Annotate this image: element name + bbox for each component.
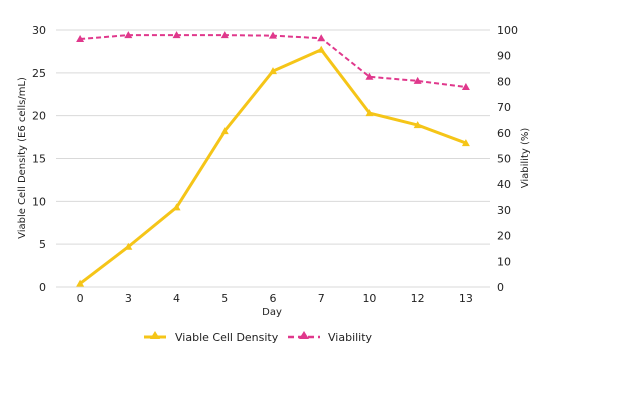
data-point <box>365 72 374 80</box>
data-point <box>220 31 229 39</box>
legend-label-vcd: Viable Cell Density <box>175 331 279 344</box>
series-layer <box>76 31 470 287</box>
x-tick-label: 3 <box>125 292 132 305</box>
x-axis-label: Day <box>262 307 282 318</box>
x-tick-label: 5 <box>221 292 228 305</box>
y-axis-label: Viable Cell Density (E6 cells/mL) <box>17 77 28 239</box>
data-point <box>317 45 326 53</box>
data-point <box>269 31 277 39</box>
data-point <box>172 31 181 39</box>
y2-tick-label: 30 <box>497 204 511 217</box>
x-tick-label: 7 <box>318 292 325 305</box>
y2-tick-label: 10 <box>497 255 511 268</box>
series-line-0 <box>79 48 467 285</box>
y-tick-label: 30 <box>32 24 46 37</box>
data-point <box>124 31 133 39</box>
data-point <box>461 139 470 147</box>
y2-tick-label: 20 <box>497 230 511 243</box>
y2-tick-label: 60 <box>497 127 511 140</box>
data-point <box>413 121 422 129</box>
left-axis-ticks: 0 5 10 15 20 25 30 <box>32 24 46 294</box>
data-point <box>269 67 277 75</box>
y2-tick-label: 90 <box>497 50 511 63</box>
data-point <box>220 127 229 135</box>
x-axis-ticks: 0 3 4 5 6 7 10 12 13 <box>77 292 473 305</box>
y-tick-label: 5 <box>39 238 46 251</box>
data-point <box>413 76 422 84</box>
y-tick-label: 0 <box>39 281 46 294</box>
y2-tick-label: 0 <box>497 281 504 294</box>
x-tick-label: 0 <box>77 292 84 305</box>
data-point <box>172 203 181 211</box>
data-point <box>124 242 133 250</box>
y2-tick-label: 100 <box>497 24 518 37</box>
y2-tick-label: 80 <box>497 75 511 88</box>
data-point <box>76 34 85 42</box>
x-tick-label: 13 <box>459 292 473 305</box>
series-line-1 <box>80 34 467 89</box>
y-tick-label: 25 <box>32 67 46 80</box>
data-point <box>365 109 374 117</box>
legend-label-viability: Viability <box>328 331 373 344</box>
y2-axis-label: Viability (%) <box>520 128 531 189</box>
y-tick-label: 15 <box>32 153 46 166</box>
x-tick-label: 12 <box>411 292 425 305</box>
x-tick-label: 10 <box>362 292 376 305</box>
data-point <box>76 279 85 287</box>
legend-marker-vcd <box>150 331 160 339</box>
y2-tick-label: 40 <box>497 178 511 191</box>
x-tick-label: 6 <box>270 292 277 305</box>
legend-marker-viability <box>299 331 309 339</box>
right-axis-ticks: 0 10 20 30 40 50 60 70 80 90 100 <box>497 24 518 294</box>
y-tick-label: 20 <box>32 110 46 123</box>
y2-tick-label: 70 <box>497 101 511 114</box>
y2-tick-label: 50 <box>497 153 511 166</box>
x-tick-label: 4 <box>173 292 180 305</box>
y-tick-label: 10 <box>32 195 46 208</box>
data-point <box>317 34 326 42</box>
data-point <box>461 83 470 91</box>
legend: Viable Cell Density Viability <box>144 331 373 344</box>
